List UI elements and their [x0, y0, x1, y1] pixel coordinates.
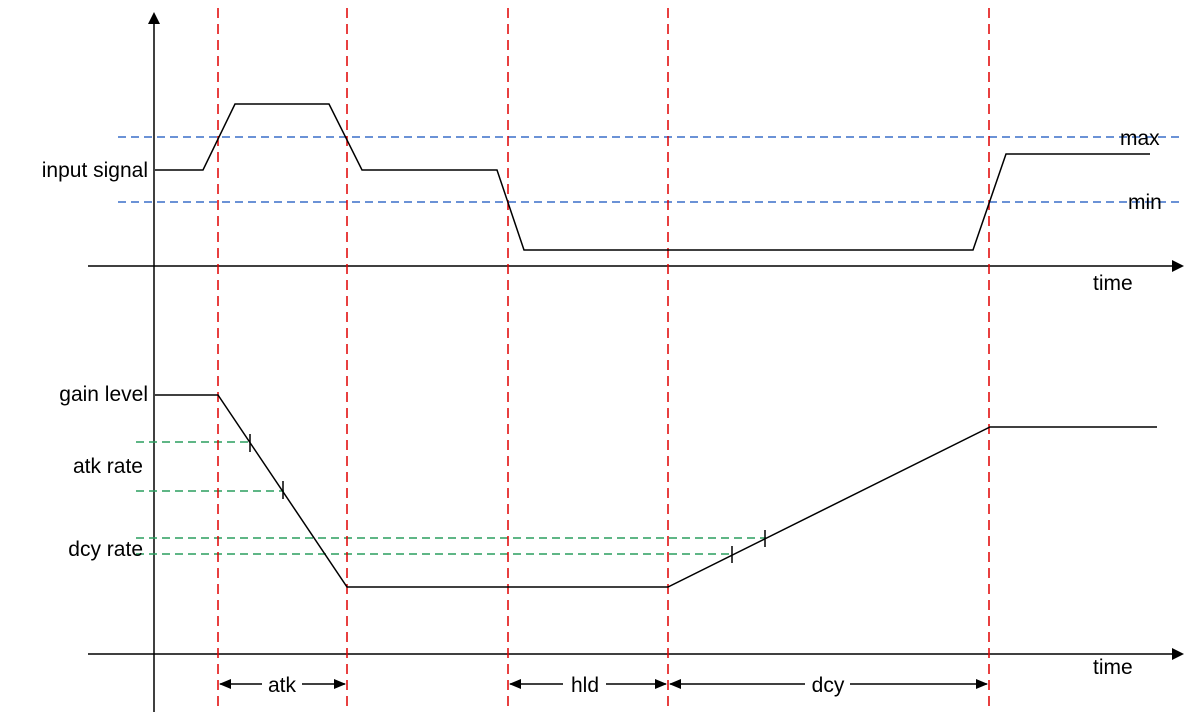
input-signal-waveform: [155, 103, 1121, 251]
hld-span-label: hld: [571, 674, 599, 697]
dcy-rate-label: dcy rate: [68, 538, 143, 561]
time-label-top: time: [1093, 272, 1133, 295]
time-label-bottom: time: [1093, 656, 1133, 679]
atk-span-label: atk: [268, 674, 297, 697]
dcy-span-label: dcy: [812, 674, 845, 697]
max-label: max: [1120, 127, 1160, 150]
gain-level-label: gain level: [59, 383, 148, 406]
input-signal-label: input signal: [42, 159, 148, 182]
atk-rate-label: atk rate: [73, 455, 143, 478]
min-label: min: [1128, 191, 1162, 214]
gain-level-envelope: [155, 394, 1157, 588]
